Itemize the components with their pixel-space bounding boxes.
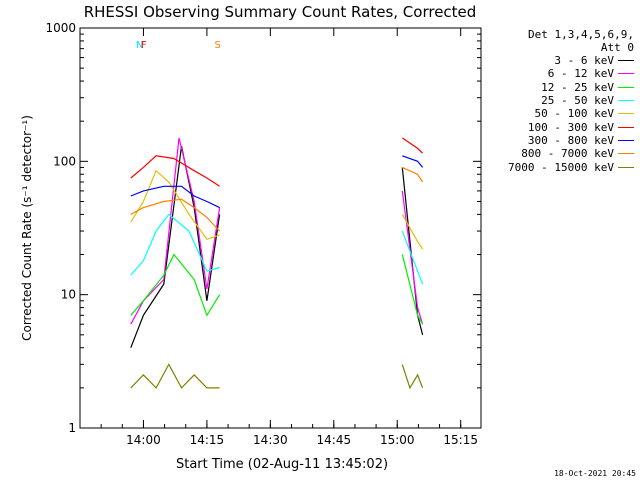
legend-entry: 25 - 50 keV [484, 94, 634, 107]
legend-entry-label: 6 - 12 keV [547, 67, 614, 81]
series-line-3 [130, 213, 220, 276]
legend-entry-label: 50 - 100 keV [534, 107, 614, 121]
x-axis-label: Start Time (02-Aug-11 13:45:02) [176, 457, 388, 472]
footer-timestamp: 18-Oct-2021 20:45 [554, 469, 636, 478]
legend-entry-label: 3 - 6 keV [554, 54, 614, 68]
series-layer [130, 137, 424, 390]
legend-swatch [618, 60, 634, 62]
x-tick-label: 14:30 [253, 433, 288, 447]
legend-header-line-2: Att 0 [600, 41, 634, 54]
x-tick-label: 14:00 [126, 433, 161, 447]
series-line-6 [130, 185, 220, 209]
legend-swatch [618, 86, 634, 88]
legend-entry: 12 - 25 keV [484, 81, 634, 94]
y-tick-label: 10 [61, 288, 76, 302]
series-line-3 [401, 230, 424, 285]
legend-swatch [618, 100, 634, 102]
x-tick-label: 14:45 [317, 433, 352, 447]
legend-entry: 6 - 12 keV [484, 67, 634, 80]
x-tick-label: 15:15 [443, 433, 478, 447]
series-line-5 [401, 137, 424, 154]
x-tick-label: 15:00 [380, 433, 415, 447]
legend-entry-label: 100 - 300 keV [527, 120, 614, 134]
annotation-f: F [141, 40, 147, 51]
legend-header-line-1: Det 1,3,4,5,6,9, [528, 28, 634, 41]
legend-swatch [618, 113, 634, 115]
axis-layer: 1 10 100 1000 14:00 14:15 14:30 14:45 15:00 15:15 [45, 21, 482, 447]
legend-entry-label: 7000 - 15000 keV [508, 160, 614, 174]
legend-entry-label: 12 - 25 keV [541, 80, 614, 94]
legend-entry: 3 - 6 keV [484, 54, 634, 67]
legend: Det 1,3,4,5,6,9, Att 0 3 - 6 keV 6 - 12 k… [484, 28, 634, 174]
x-tick-label: 14:15 [190, 433, 225, 447]
series-line-1 [401, 190, 424, 325]
legend-swatch [618, 139, 634, 141]
series-line-4 [401, 214, 424, 250]
series-line-7 [402, 166, 424, 183]
legend-swatch [618, 166, 634, 168]
series-line-7 [130, 198, 221, 232]
legend-entry: 7000 - 15000 keV [484, 160, 634, 174]
legend-entry: 100 - 300 keV [484, 120, 634, 134]
series-line-0 [401, 167, 424, 335]
y-tick-label: 1000 [45, 21, 76, 35]
legend-entry-label: 25 - 50 keV [541, 94, 614, 108]
plot-frame [79, 27, 482, 429]
series-line-2 [401, 254, 424, 325]
overlay-layer: NF S [136, 40, 221, 51]
legend-swatch [618, 126, 634, 128]
y-axis-label: Corrected Count Rate (s⁻¹ detector⁻¹) [20, 115, 34, 341]
annotation-n: N [136, 40, 143, 51]
series-line-5 [130, 155, 220, 187]
series-line-8 [401, 364, 424, 390]
y-tick-label: 100 [53, 154, 76, 168]
legend-swatch [618, 73, 634, 75]
series-line-6 [402, 155, 424, 168]
y-tick-label: 1 [68, 421, 76, 435]
legend-swatch [618, 153, 634, 155]
legend-entry: 300 - 800 keV [484, 134, 634, 147]
chart-title: RHESSI Observing Summary Count Rates, Co… [84, 3, 477, 21]
series-line-2 [130, 253, 221, 317]
annotation-s: S [215, 40, 221, 51]
legend-entries: 3 - 6 keV 6 - 12 keV 12 - 25 keV 25 - 50 ke… [484, 54, 634, 174]
legend-entry-label: 300 - 800 keV [527, 133, 614, 147]
legend-entry-label: 800 - 7000 keV [521, 147, 614, 161]
series-line-8 [130, 363, 220, 389]
series-line-4 [130, 169, 220, 241]
legend-entry: 50 - 100 keV [484, 107, 634, 120]
legend-entry: 800 - 7000 keV [484, 147, 634, 160]
